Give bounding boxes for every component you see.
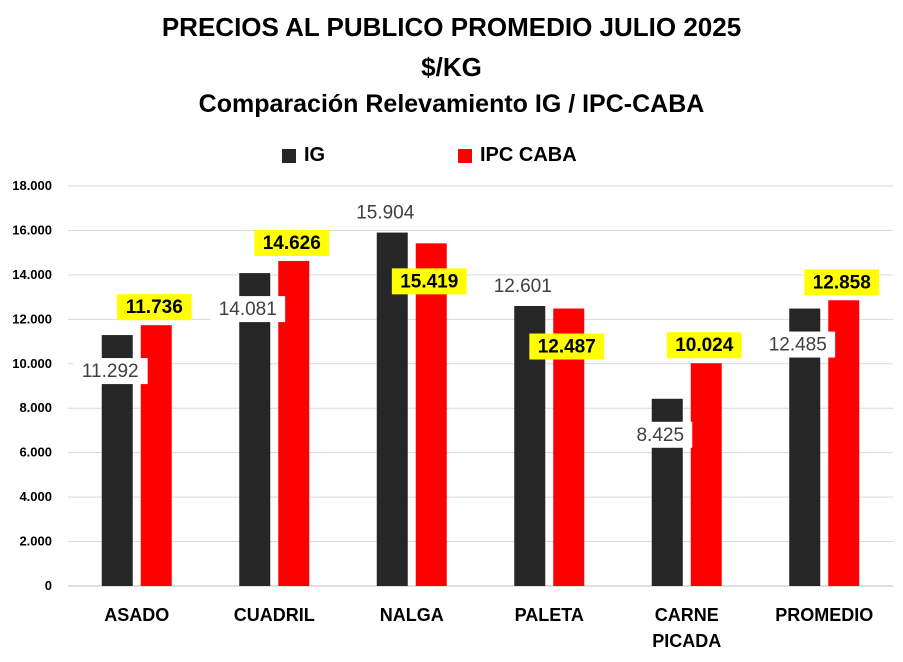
legend-swatch-ig xyxy=(282,148,296,163)
data-label-ig-bg xyxy=(760,331,836,358)
legend-label-ipc-caba: IPC CABA xyxy=(480,144,577,166)
y-tick-label: 16.000 xyxy=(12,222,52,237)
y-tick-label: 8.000 xyxy=(19,400,52,415)
x-category-label: NALGA xyxy=(380,605,444,625)
data-label-ig-text: 12.485 xyxy=(769,335,827,356)
data-label-ig-bg xyxy=(72,358,148,385)
y-tick-label: 14.000 xyxy=(12,267,52,282)
data-label-ipc-caba-bg xyxy=(666,332,742,359)
data-label-ipc-caba: 14.626 xyxy=(254,229,330,256)
data-label-ig-text: 11.292 xyxy=(82,361,139,382)
data-label-ipc-caba-text: 12.858 xyxy=(813,272,871,293)
data-label-ipc-caba: 11.736 xyxy=(116,294,192,321)
data-label-ig-text: 12.601 xyxy=(494,276,552,297)
data-label-ig-bg xyxy=(628,421,693,448)
y-tick-label: 0 xyxy=(45,578,52,593)
chart-subtitle-2: Comparación Relevamiento IG / IPC-CABA xyxy=(198,90,705,118)
data-label-ig-text: 15.904 xyxy=(356,203,415,224)
legend-item-ig: IG xyxy=(282,144,325,167)
y-tick-label: 10.000 xyxy=(12,356,52,371)
data-label-ipc-caba-bg xyxy=(116,294,192,321)
data-label-ig-text: 8.425 xyxy=(636,425,684,446)
legend: IG IPC CABA xyxy=(0,140,903,170)
legend-item-ipc-caba: IPC CABA xyxy=(458,144,577,167)
legend-swatch-ipc-caba xyxy=(458,148,472,163)
bar-ipc-caba xyxy=(415,243,447,586)
chart-subtitle: $/KG xyxy=(421,52,482,82)
y-tick-label: 2.000 xyxy=(19,534,52,549)
data-label-ipc-caba-text: 15.419 xyxy=(400,271,458,292)
data-label-ipc-caba-text: 12.487 xyxy=(538,337,596,358)
legend-label-ig: IG xyxy=(304,144,326,166)
bar-ipc-caba xyxy=(690,363,722,586)
bar-ig xyxy=(239,273,271,586)
x-category-label: PICADA xyxy=(652,631,721,651)
y-tick-label: 12.000 xyxy=(12,311,52,326)
x-category-label: PALETA xyxy=(515,605,584,625)
x-category-label: PROMEDIO xyxy=(775,605,873,625)
y-tick-label: 4.000 xyxy=(19,489,52,504)
data-label-ipc-caba-text: 10.024 xyxy=(675,335,734,356)
x-category-label: CUADRIL xyxy=(234,605,315,625)
data-label-ig: 8.425 xyxy=(628,421,693,448)
x-category-label: CARNE xyxy=(655,605,719,625)
data-label-ipc-caba: 10.024 xyxy=(666,332,742,359)
y-tick-label: 6.000 xyxy=(19,445,52,460)
x-category-label: ASADO xyxy=(104,605,169,625)
data-label-ig: 14.081 xyxy=(210,296,286,323)
data-label-ig: 15.904 xyxy=(356,203,415,224)
data-label-ipc-caba-text: 14.626 xyxy=(263,233,321,254)
data-label-ipc-caba-bg xyxy=(529,333,605,360)
data-label-ig-text: 14.081 xyxy=(219,299,277,320)
y-tick-label: 18.000 xyxy=(12,178,52,193)
data-label-ig: 12.601 xyxy=(494,276,552,297)
data-label-ipc-caba-bg xyxy=(391,268,467,295)
data-label-ig-bg xyxy=(210,296,286,323)
data-label-ipc-caba: 12.858 xyxy=(804,269,880,296)
data-label-ig: 12.485 xyxy=(760,331,836,358)
data-label-ipc-caba-text: 11.736 xyxy=(126,297,183,318)
data-label-ipc-caba-bg xyxy=(254,229,330,256)
chart-title: PRECIOS AL PUBLICO PROMEDIO JULIO 2025 xyxy=(161,12,742,42)
data-label-ipc-caba: 15.419 xyxy=(391,268,467,295)
data-label-ipc-caba: 12.487 xyxy=(529,333,605,360)
data-label-ipc-caba-bg xyxy=(804,269,880,296)
data-label-ig: 11.292 xyxy=(72,358,148,385)
